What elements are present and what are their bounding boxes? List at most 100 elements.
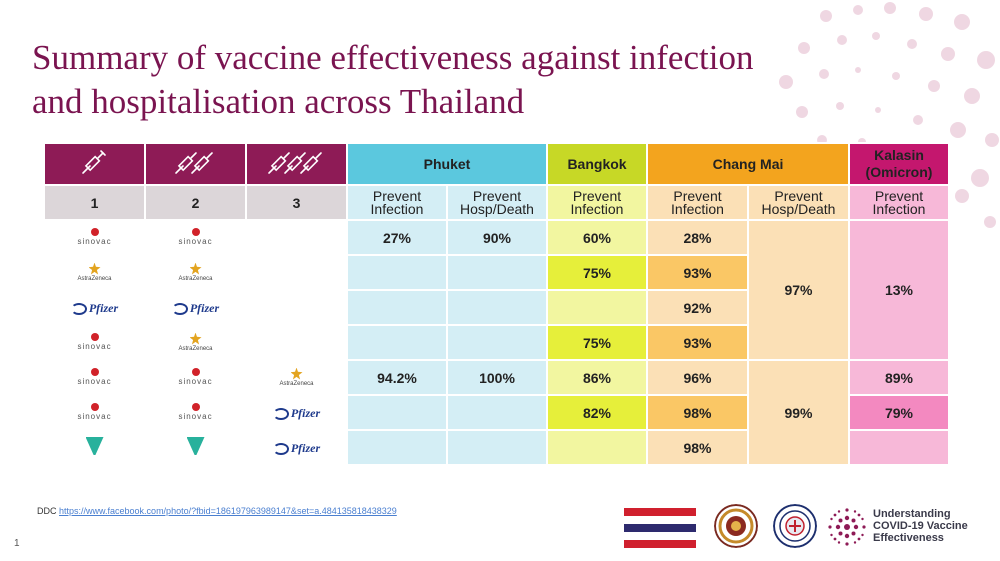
vaccine-logo-pfizer: Pfizer (144, 289, 247, 326)
table-row: sinovac sinovac Pfizer 82% 98% 79% (43, 394, 950, 431)
sinovac-icon (90, 228, 99, 236)
vaccine-logo-pfizer: Pfizer (245, 429, 348, 466)
merged-value-cell: 99% (747, 359, 850, 466)
subheader-changmai-hosp: Prevent Hosp/Death (747, 184, 850, 221)
syringe-icon (81, 149, 106, 174)
vaccine-logo-sinovac: sinovac (144, 219, 247, 256)
value-cell (346, 394, 448, 431)
site-header-kalasin: Kalasin (Omicron) (848, 142, 950, 186)
astrazeneca-icon (290, 367, 303, 380)
value-cell: 98% (646, 429, 749, 466)
source-prefix: DDC (37, 506, 57, 516)
table-row: sinovac sinovac 27% 90% 60% 28% 97% 13% (43, 219, 950, 361)
dose-number-3: 3 (245, 184, 348, 221)
value-cell: 92% (646, 289, 749, 326)
subheader-kalasin-infection: Prevent Infection (848, 184, 950, 221)
value-cell: 93% (646, 324, 749, 361)
thailand-flag-icon (624, 508, 696, 548)
vaccine-effectiveness-table: Phuket Bangkok Chang Mai Kalasin (Omicro… (43, 142, 950, 466)
table-row: sinovac sinovac AstraZeneca 94.2% 100% 8… (43, 359, 950, 466)
value-cell: 98% (646, 394, 749, 431)
vaccine-logo-sinovac: sinovac (43, 219, 146, 256)
empty-dose-cell (245, 254, 348, 291)
subheader-bangkok-infection: Prevent Infection (546, 184, 648, 221)
value-cell: 86% (546, 359, 648, 396)
dose-header-3 (245, 142, 348, 186)
source-link[interactable]: https://www.facebook.com/photo/?fbid=186… (59, 506, 397, 516)
table-row: sinovac AstraZeneca 75% 93% (43, 324, 949, 361)
dose-header-1 (43, 142, 146, 186)
value-cell (446, 289, 548, 326)
dose-number-1: 1 (43, 184, 146, 221)
value-cell: 100% (446, 359, 548, 396)
value-cell: 89% (848, 359, 950, 396)
page-number: 1 (14, 538, 20, 549)
vaccine-logo-pfizer: Pfizer (43, 289, 146, 326)
pfizer-icon (171, 303, 188, 316)
sinovac-icon (90, 368, 99, 376)
merged-value-cell: 13% (848, 219, 950, 361)
vaccine-logo-sinovac: sinovac (144, 359, 247, 396)
vaccine-logo-sinovac: sinovac (144, 394, 247, 431)
header-row: Phuket Bangkok Chang Mai Kalasin (Omicro… (43, 142, 950, 186)
vaccine-logo-unknown (144, 429, 247, 466)
value-cell (446, 429, 548, 466)
value-cell: 60% (546, 219, 648, 256)
subheader-phuket-hosp: Prevent Hosp/Death (446, 184, 548, 221)
value-cell: 96% (646, 359, 749, 396)
value-cell (346, 324, 448, 361)
vaccine-logo-sinovac: sinovac (43, 324, 146, 361)
dose-header-2 (144, 142, 247, 186)
value-cell (446, 324, 548, 361)
value-cell: 27% (346, 219, 448, 256)
value-cell (346, 429, 448, 466)
table-row: Pfizer 98% (43, 429, 950, 466)
empty-cell (848, 429, 950, 466)
subheader-row: 1 2 3 Prevent Infection Prevent Hosp/Dea… (43, 184, 950, 221)
pfizer-icon (272, 408, 289, 421)
college-seal-icon (714, 504, 758, 548)
value-cell (446, 254, 548, 291)
dose-number-2: 2 (144, 184, 247, 221)
pfizer-icon (70, 303, 87, 316)
value-cell: 93% (646, 254, 749, 291)
subheader-phuket-infection: Prevent Infection (346, 184, 448, 221)
value-cell: 75% (546, 324, 648, 361)
vaccine-logo-astrazeneca: AstraZeneca (43, 254, 146, 291)
astrazeneca-icon (88, 262, 101, 275)
value-cell: 90% (446, 219, 548, 256)
value-cell: 94.2% (346, 359, 448, 396)
sinovac-icon (191, 228, 200, 236)
source-note: DDC https://www.facebook.com/photo/?fbid… (37, 506, 397, 516)
pfizer-icon (272, 443, 289, 456)
empty-dose-cell (245, 219, 348, 256)
sinovac-icon (191, 403, 200, 411)
site-header-bangkok: Bangkok (546, 142, 648, 186)
slide-title: Summary of vaccine effectiveness against… (32, 38, 754, 121)
vaccine-logo-astrazeneca: AstraZeneca (144, 324, 247, 361)
value-cell (346, 289, 448, 326)
brand-line-2: COVID-19 Vaccine (873, 520, 968, 532)
empty-dose-cell (245, 289, 348, 326)
subheader-changmai-infection: Prevent Infection (646, 184, 749, 221)
two-syringes-icon (174, 151, 213, 174)
astrazeneca-icon (189, 332, 202, 345)
value-cell: 79% (848, 394, 950, 431)
vaccine-brand-icon (186, 437, 205, 455)
brand-line-3: Effectiveness (873, 532, 944, 544)
vaccine-brand-icon (85, 437, 104, 455)
brand-logo: Understanding COVID-19 Vaccine Effective… (827, 505, 987, 549)
value-cell (346, 254, 448, 291)
three-syringes-icon (267, 151, 322, 174)
value-cell: 75% (546, 254, 648, 291)
value-cell (546, 429, 648, 466)
sinovac-icon (191, 368, 200, 376)
vaccine-logo-astrazeneca: AstraZeneca (245, 359, 348, 396)
value-cell: 82% (546, 394, 648, 431)
table-row: AstraZeneca AstraZeneca 75% 93% (43, 254, 949, 291)
astrazeneca-icon (189, 262, 202, 275)
site-header-changmai: Chang Mai (646, 142, 850, 186)
vaccine-logo-unknown (43, 429, 146, 466)
sinovac-icon (90, 403, 99, 411)
value-cell: 28% (646, 219, 749, 256)
